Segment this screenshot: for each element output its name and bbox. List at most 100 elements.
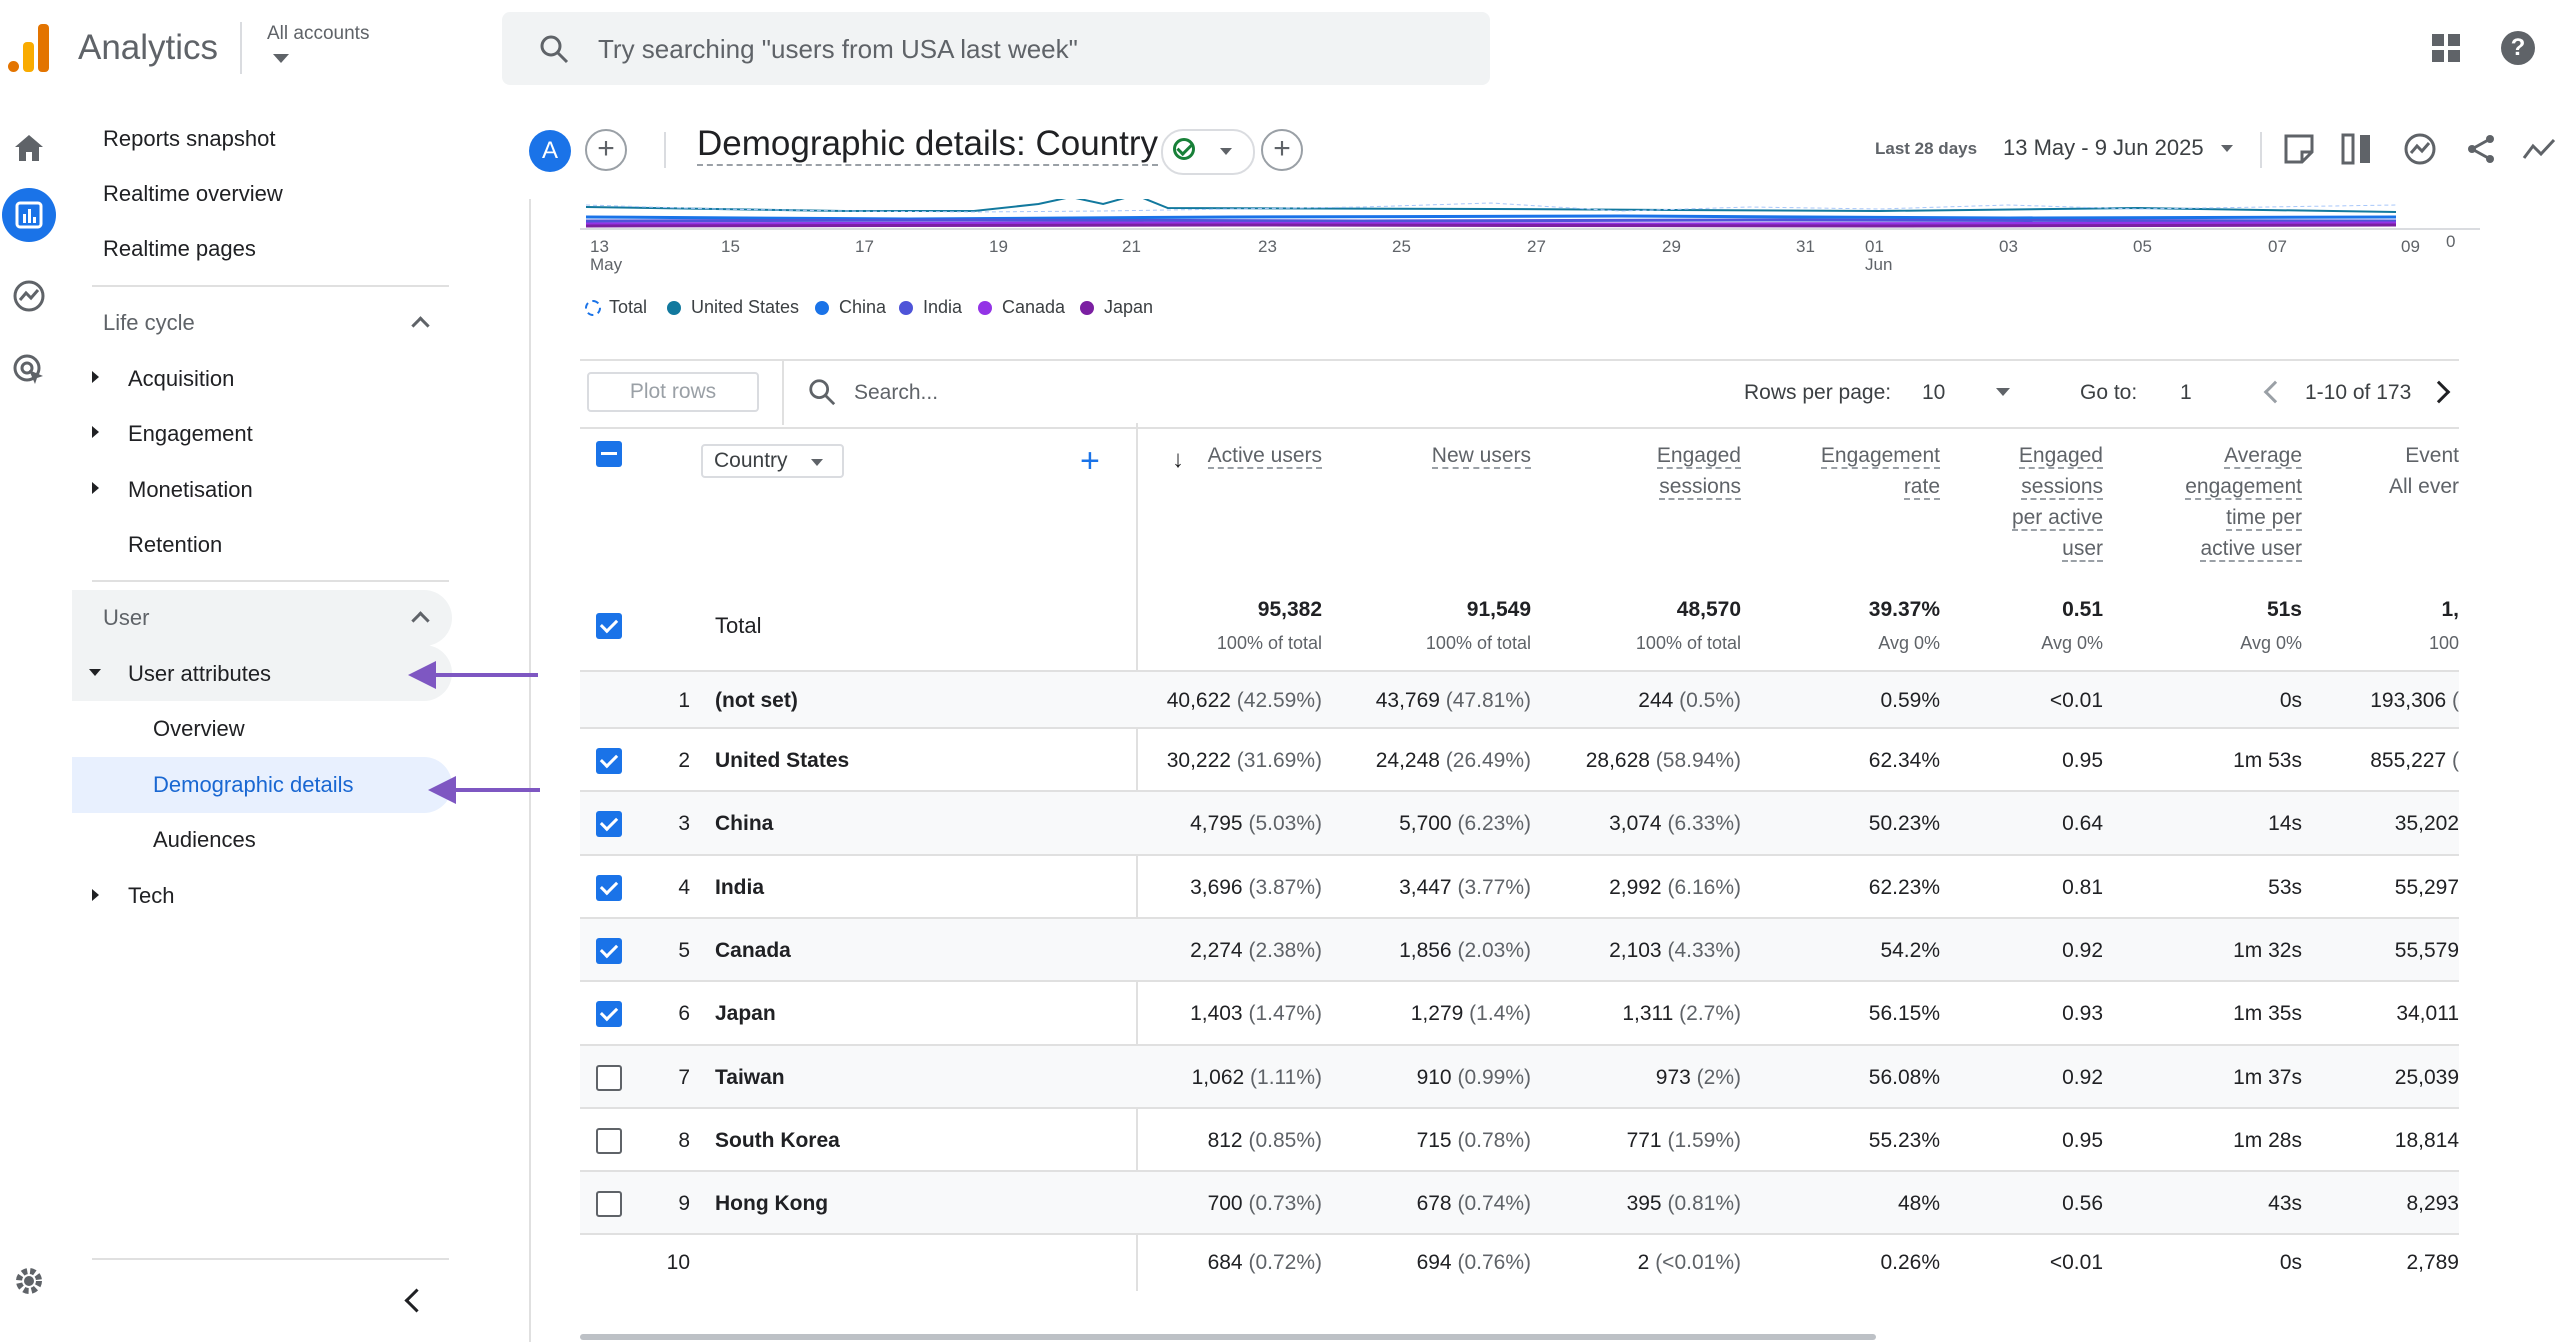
expand-arrow-icon[interactable]	[92, 426, 99, 438]
column-header[interactable]: active user	[2112, 533, 2302, 564]
column-header[interactable]: Event	[2269, 440, 2459, 471]
nav-demographic-details[interactable]: Demographic details	[153, 772, 354, 797]
sort-arrow-down-icon[interactable]: ↓	[1172, 446, 1184, 473]
expand-arrow-icon[interactable]	[92, 371, 99, 383]
column-header[interactable]: Engagement	[1750, 440, 1940, 471]
country-name[interactable]: China	[715, 811, 774, 835]
dimension-selector-label[interactable]: Country	[714, 449, 788, 472]
table-row[interactable]	[580, 672, 2459, 729]
explore-icon[interactable]	[12, 279, 46, 313]
advertising-icon[interactable]	[12, 353, 46, 387]
column-header-text[interactable]: Average	[2224, 444, 2302, 469]
account-selector-label[interactable]: All accounts	[267, 23, 370, 44]
country-name[interactable]: Japan	[715, 1001, 776, 1025]
select-all-checkbox[interactable]	[596, 441, 622, 467]
nav-engagement[interactable]: Engagement	[128, 421, 253, 446]
section-life-cycle[interactable]: Life cycle	[103, 310, 195, 335]
column-header[interactable]: per active	[1913, 502, 2103, 533]
table-row[interactable]	[580, 1046, 2459, 1109]
share-icon[interactable]	[2464, 132, 2498, 166]
horizontal-scrollbar[interactable]	[580, 1334, 1876, 1340]
column-header-text[interactable]: New users	[1431, 444, 1531, 469]
report-status-button[interactable]	[1161, 129, 1255, 175]
caret-down-icon[interactable]	[1996, 388, 2010, 396]
nav-overview[interactable]: Overview	[153, 716, 245, 741]
add-comparison-button[interactable]: +	[585, 129, 627, 171]
column-header-text[interactable]: All ever	[2388, 475, 2459, 498]
analytics-logo[interactable]	[8, 22, 50, 72]
insights-icon[interactable]	[2403, 132, 2437, 166]
table-row[interactable]	[580, 919, 2459, 982]
column-header-text[interactable]: Active users	[1207, 444, 1322, 469]
date-range-value[interactable]: 13 May - 9 Jun 2025	[2003, 135, 2204, 160]
expand-arrow-icon[interactable]	[92, 889, 99, 901]
row-checkbox[interactable]	[596, 874, 622, 901]
column-header[interactable]: Average	[2112, 440, 2302, 471]
caret-down-icon[interactable]	[273, 54, 289, 63]
column-header[interactable]: New users	[1341, 440, 1531, 471]
section-user[interactable]: User	[103, 605, 150, 630]
caret-down-icon[interactable]	[2221, 145, 2233, 152]
country-name[interactable]: United States	[715, 748, 850, 772]
row-checkbox[interactable]	[596, 1000, 622, 1027]
column-header-text[interactable]: sessions	[1659, 475, 1741, 500]
caret-down-icon[interactable]	[811, 459, 823, 466]
apps-grid-icon[interactable]	[2430, 32, 2462, 64]
column-header[interactable]: engagement	[2112, 471, 2302, 502]
expand-arrow-icon[interactable]	[92, 482, 99, 494]
column-header[interactable]: user	[1913, 533, 2103, 564]
help-icon[interactable]: ?	[2501, 31, 2535, 65]
column-header-text[interactable]: per active	[2011, 506, 2103, 531]
add-dimension-button[interactable]: +	[1080, 442, 1100, 480]
column-header-text[interactable]: time per	[2226, 506, 2302, 531]
collapse-arrow-icon[interactable]	[89, 669, 101, 676]
nav-retention[interactable]: Retention	[128, 532, 223, 557]
column-header[interactable]: sessions	[1913, 471, 2103, 502]
nav-user-attributes[interactable]: User attributes	[128, 661, 272, 686]
country-name[interactable]: Taiwan	[715, 1065, 785, 1089]
country-name[interactable]: South Korea	[715, 1128, 840, 1152]
home-icon[interactable]	[12, 132, 46, 164]
row-checkbox[interactable]	[596, 747, 622, 774]
rows-per-page-select[interactable]: 10	[1922, 381, 1946, 404]
plot-rows-button[interactable]: Plot rows	[587, 372, 759, 412]
comparison-avatar[interactable]: A	[529, 130, 571, 172]
column-header[interactable]: Active users	[1132, 440, 1322, 471]
nav-monetisation[interactable]: Monetisation	[128, 477, 253, 502]
table-row[interactable]	[580, 1172, 2459, 1235]
column-header-text[interactable]: rate	[1903, 475, 1940, 500]
column-header-text[interactable]: Event	[2405, 444, 2459, 467]
table-row[interactable]	[580, 792, 2459, 855]
trend-icon[interactable]	[2522, 132, 2556, 166]
country-name[interactable]: Hong Kong	[715, 1191, 829, 1215]
column-header[interactable]: rate	[1750, 471, 1940, 502]
table-search-input[interactable]: Search...	[854, 381, 939, 404]
nav-tech[interactable]: Tech	[128, 883, 175, 908]
row-checkbox[interactable]	[596, 1064, 622, 1091]
column-header-text[interactable]: active user	[2200, 537, 2302, 562]
row-checkbox[interactable]	[596, 1127, 622, 1154]
nav-audiences[interactable]: Audiences	[153, 827, 256, 852]
add-report-button[interactable]: +	[1261, 129, 1303, 171]
column-header[interactable]: Engaged	[1913, 440, 2103, 471]
caret-down-icon[interactable]	[1220, 148, 1232, 155]
nav-acquisition[interactable]: Acquisition	[128, 366, 235, 391]
nav-realtime-pages[interactable]: Realtime pages	[103, 236, 256, 261]
row-checkbox[interactable]	[596, 937, 622, 964]
nav-realtime-overview[interactable]: Realtime overview	[103, 181, 283, 206]
column-header-text[interactable]: Engagement	[1820, 444, 1940, 469]
search-input[interactable]: Try searching "users from USA last week"	[598, 34, 1078, 64]
column-header-text[interactable]: Engaged	[1656, 444, 1741, 469]
column-header-text[interactable]: sessions	[2021, 475, 2103, 500]
settings-gear-icon[interactable]	[12, 1264, 46, 1298]
country-name[interactable]: India	[715, 875, 765, 899]
search-bar[interactable]	[502, 12, 1490, 85]
compare-icon[interactable]	[2340, 132, 2374, 166]
column-header-text[interactable]: user	[2062, 537, 2103, 562]
dimension-selector[interactable]	[701, 444, 844, 478]
country-name[interactable]: Canada	[715, 938, 791, 962]
customize-report-icon[interactable]	[2282, 132, 2316, 166]
column-header[interactable]: Engaged	[1551, 440, 1741, 471]
column-header-text[interactable]: Engaged	[2018, 444, 2103, 469]
go-to-input[interactable]: 1	[2180, 381, 2192, 404]
